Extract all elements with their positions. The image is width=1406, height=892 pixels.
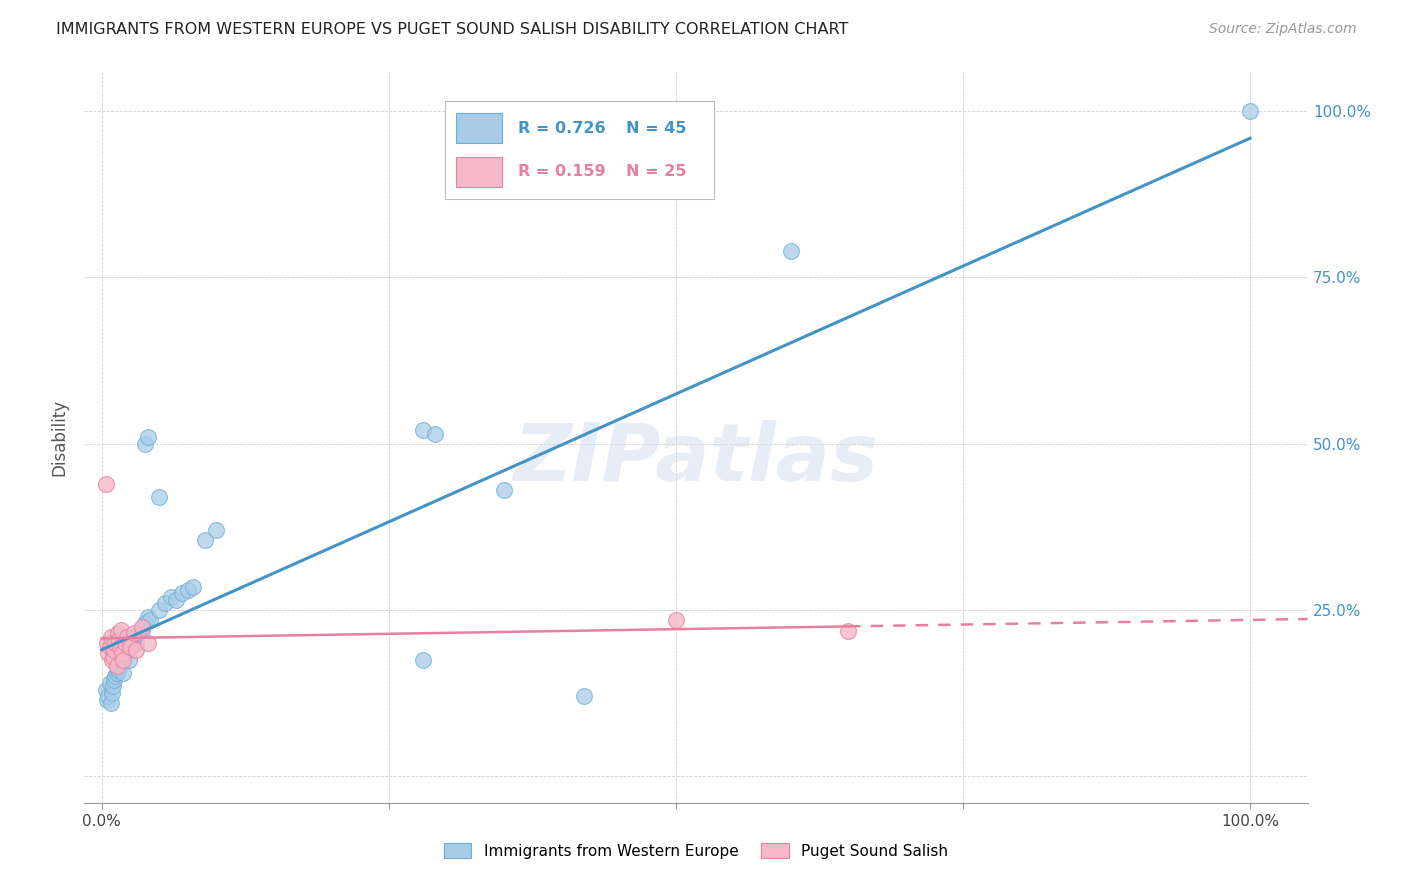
Legend: Immigrants from Western Europe, Puget Sound Salish: Immigrants from Western Europe, Puget So… <box>437 837 955 864</box>
Point <box>170 586 193 600</box>
Point <box>837 624 859 639</box>
Point <box>120 640 142 654</box>
Point <box>148 490 170 504</box>
Point <box>127 626 149 640</box>
Point <box>111 646 134 660</box>
Point <box>104 636 127 650</box>
Point <box>101 649 124 664</box>
Point <box>412 424 434 438</box>
Point <box>96 476 118 491</box>
Point <box>165 593 187 607</box>
Point <box>105 659 128 673</box>
Point <box>100 696 122 710</box>
Point <box>97 646 120 660</box>
Point <box>111 649 134 664</box>
Text: ZIPatlas: ZIPatlas <box>513 420 879 498</box>
Point <box>134 616 156 631</box>
Point <box>183 580 205 594</box>
Point <box>103 673 125 687</box>
Point <box>98 676 121 690</box>
Point <box>115 630 138 644</box>
Point <box>112 653 135 667</box>
Point <box>101 686 124 700</box>
Point <box>134 436 156 450</box>
Point <box>96 636 118 650</box>
Point <box>105 666 128 681</box>
Point <box>159 590 181 604</box>
Point <box>131 623 153 637</box>
Point <box>120 640 142 654</box>
Point <box>98 640 121 654</box>
Point <box>148 603 170 617</box>
Point <box>139 613 162 627</box>
Point <box>96 692 118 706</box>
Point <box>412 653 434 667</box>
Point <box>125 636 148 650</box>
Point <box>107 663 129 677</box>
Point <box>110 653 132 667</box>
Point <box>100 630 122 644</box>
Point <box>108 632 131 647</box>
Point <box>115 643 138 657</box>
Point <box>103 643 125 657</box>
Point <box>492 483 515 498</box>
Point <box>108 656 131 670</box>
Point <box>122 626 145 640</box>
Point <box>136 430 159 444</box>
Point <box>101 680 124 694</box>
Point <box>1239 104 1261 119</box>
Point <box>194 533 217 548</box>
Point <box>131 619 153 633</box>
Point <box>114 636 136 650</box>
Point <box>125 643 148 657</box>
Point <box>572 690 595 704</box>
Y-axis label: Disability: Disability <box>51 399 69 475</box>
Point <box>423 426 446 441</box>
Point <box>101 653 124 667</box>
Point <box>104 669 127 683</box>
Point <box>177 582 200 597</box>
Point <box>96 682 118 697</box>
Point <box>107 626 129 640</box>
Point <box>136 609 159 624</box>
Point <box>205 523 228 537</box>
Point <box>108 640 131 654</box>
Point <box>110 623 132 637</box>
Text: IMMIGRANTS FROM WESTERN EUROPE VS PUGET SOUND SALISH DISABILITY CORRELATION CHAR: IMMIGRANTS FROM WESTERN EUROPE VS PUGET … <box>56 22 849 37</box>
Point <box>153 596 176 610</box>
Point <box>97 690 120 704</box>
Point <box>136 636 159 650</box>
Point <box>108 659 131 673</box>
Point <box>779 244 801 258</box>
Point <box>665 613 688 627</box>
Point <box>114 646 136 660</box>
Text: Source: ZipAtlas.com: Source: ZipAtlas.com <box>1209 22 1357 37</box>
Point <box>118 653 141 667</box>
Point <box>112 666 135 681</box>
